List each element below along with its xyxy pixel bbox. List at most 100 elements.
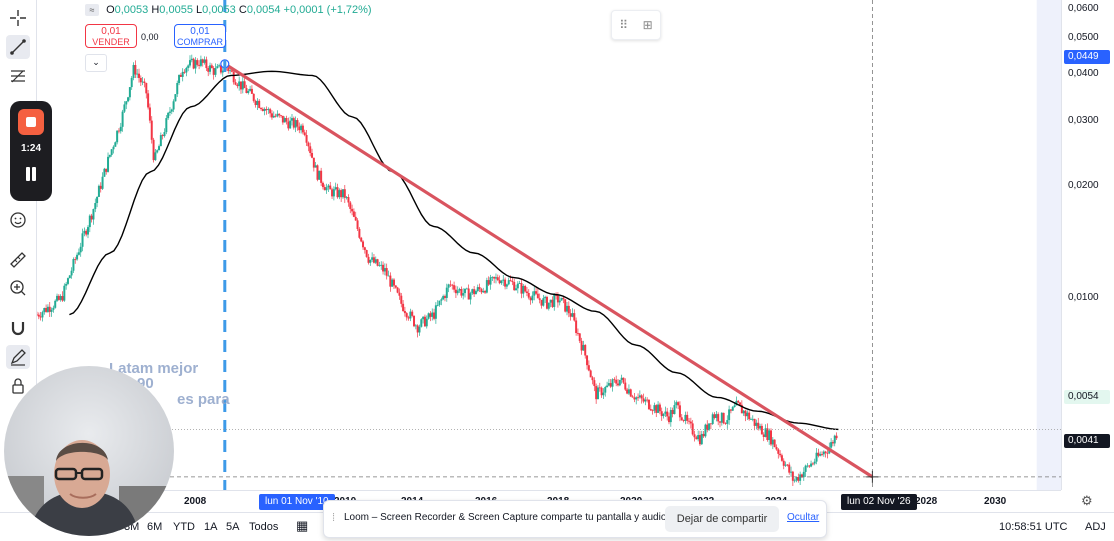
candle-body: [786, 464, 789, 466]
open-label: O: [106, 4, 115, 16]
range-button-5a[interactable]: 5A: [226, 521, 240, 533]
candle-body: [780, 455, 783, 461]
candle-body: [198, 64, 201, 66]
zoom-in-icon[interactable]: [6, 276, 30, 300]
candle-body: [272, 115, 275, 118]
emoji-icon[interactable]: [6, 208, 30, 232]
gear-icon[interactable]: ⚙: [1081, 493, 1093, 508]
chevron-down-icon[interactable]: ⌄: [85, 54, 107, 72]
webcam-bubble[interactable]: [4, 366, 174, 536]
candle-body: [830, 442, 833, 448]
candle-body: [759, 425, 762, 429]
candle-body: [196, 60, 199, 65]
candle-body: [556, 295, 559, 303]
candle-body: [92, 209, 95, 220]
drawing-mode-icon[interactable]: [6, 345, 30, 369]
candle-body: [586, 355, 589, 366]
candle-body: [480, 289, 483, 293]
low-value: 0,0053: [202, 4, 236, 16]
candle-body: [500, 280, 503, 284]
ruler-icon[interactable]: [6, 248, 30, 272]
candle-body: [596, 387, 599, 400]
fib-tool-icon[interactable]: [6, 64, 30, 88]
candle-body: [411, 311, 414, 316]
lock-icon[interactable]: [6, 374, 30, 398]
candle-body: [578, 333, 581, 341]
price-chart[interactable]: [37, 0, 1061, 490]
candle-body: [811, 463, 814, 465]
candle-body: [598, 387, 601, 389]
adj-toggle[interactable]: ADJ: [1085, 521, 1106, 533]
candle-body: [201, 59, 204, 63]
candle-body: [719, 421, 722, 423]
buy-button[interactable]: 0,01 COMPRAR: [174, 24, 226, 48]
candle-body: [420, 319, 423, 327]
pause-icon[interactable]: [24, 167, 38, 181]
candle-body: [128, 87, 131, 98]
crosshair-icon[interactable]: [6, 6, 30, 30]
candle-body: [815, 452, 818, 462]
candle-body: [76, 254, 79, 260]
candle-body: [575, 320, 578, 334]
candle-body: [59, 296, 62, 300]
candle-body: [779, 453, 782, 456]
buy-price: 0,01: [190, 26, 210, 37]
low-label: L: [196, 4, 203, 16]
vertical-marker-date-tag: lun 01 Nov '10: [259, 494, 335, 510]
candle-body: [589, 370, 592, 378]
moving-average-line: [69, 70, 839, 431]
candle-body: [711, 414, 714, 424]
candle-body: [403, 311, 406, 314]
candle-body: [50, 309, 53, 312]
candle-body: [307, 142, 310, 147]
candle-body: [527, 292, 530, 298]
candle-body: [374, 259, 377, 263]
candle-body: [757, 422, 760, 429]
candle-body: [706, 424, 709, 431]
candle-body: [367, 256, 370, 263]
candle-body: [582, 344, 585, 351]
candle-body: [770, 430, 773, 445]
candle-body: [447, 284, 450, 288]
range-button-6m[interactable]: 6M: [147, 521, 163, 533]
candle-body: [819, 454, 822, 456]
wave-icon[interactable]: ≈: [85, 4, 99, 16]
candle-body: [538, 298, 541, 300]
price-axis[interactable]: 0,0600 0,0500 0,0449 0,0400 0,0300 0,020…: [1061, 0, 1114, 490]
clock[interactable]: 10:58:51 UTC: [999, 521, 1068, 533]
price-tick: 0,0200: [1068, 180, 1099, 191]
candle-body: [178, 74, 181, 83]
candle-body: [270, 113, 273, 118]
range-button-todos[interactable]: Todos: [249, 521, 279, 533]
candle-body: [190, 58, 193, 61]
candle-body: [624, 382, 627, 390]
candle-body: [458, 289, 461, 291]
range-button-ytd[interactable]: YTD: [173, 521, 195, 533]
drag-handle-icon[interactable]: ⁞: [332, 512, 336, 524]
candle-body: [219, 65, 222, 73]
candle-body: [606, 385, 609, 388]
candle-body: [451, 284, 454, 286]
stop-sharing-button[interactable]: Dejar de compartir: [665, 506, 779, 532]
trend-line-tool-icon[interactable]: [6, 35, 30, 59]
candle-body: [762, 434, 765, 437]
candle-body: [802, 471, 805, 478]
candle-body: [260, 107, 263, 109]
range-button-1a[interactable]: 1A: [204, 521, 218, 533]
add-layout-icon[interactable]: ⊞: [642, 18, 653, 32]
candle-body: [569, 313, 572, 317]
candle-body: [105, 168, 108, 172]
hide-link[interactable]: Ocultar: [787, 512, 820, 523]
candle-body: [708, 423, 711, 431]
magnet-icon[interactable]: [6, 316, 30, 340]
stop-recording-icon[interactable]: [18, 109, 44, 135]
candle-body: [99, 185, 102, 189]
candle-body: [356, 220, 359, 229]
drag-handle-icon[interactable]: ⠿: [619, 18, 629, 32]
crosshair-date-tag: lun 02 Nov '26: [841, 494, 917, 510]
sell-button[interactable]: 0,01 VENDER: [85, 24, 137, 48]
candle-body: [422, 316, 425, 320]
chart-area[interactable]: ≈ O0,0053 H0,0055 L0,0053 C0,0054 +0,000…: [37, 0, 1061, 490]
calendar-icon[interactable]: ▦: [296, 518, 309, 533]
candle-body: [742, 410, 745, 414]
